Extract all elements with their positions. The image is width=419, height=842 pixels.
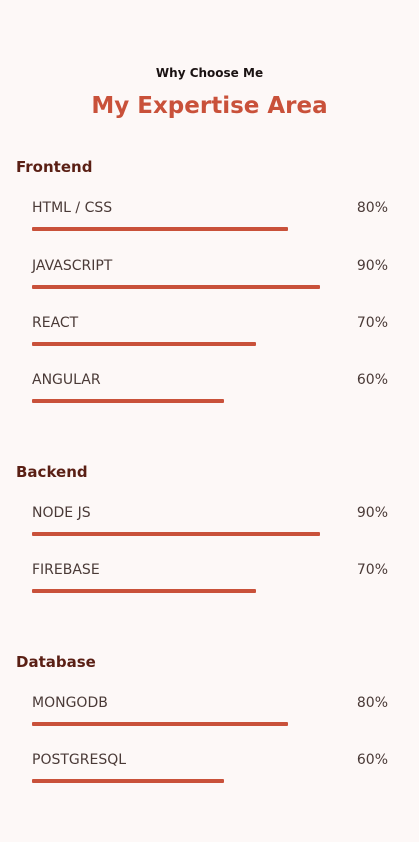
skill-progress-fill (32, 532, 320, 536)
skill-name: MONGODB (32, 695, 108, 711)
skill-name: POSTGRESQL (32, 752, 127, 768)
skill-group-title: Frontend (16, 158, 93, 176)
skill-progress-track (32, 285, 352, 289)
skill-name: JAVASCRIPT (32, 258, 113, 274)
skill-item-mongodb: MONGODB 80% (0, 695, 419, 735)
skill-group-title: Backend (16, 463, 88, 481)
skill-progress-fill (32, 227, 288, 231)
skill-name: FIREBASE (32, 562, 100, 578)
skill-progress-track (32, 779, 352, 783)
skill-item-angular: ANGULAR 60% (0, 372, 419, 412)
skill-item-postgresql: POSTGRESQL 60% (0, 752, 419, 792)
skill-name: REACT (32, 315, 79, 331)
skill-progress-fill (32, 399, 224, 403)
skill-item-javascript: JAVASCRIPT 90% (0, 258, 419, 298)
skill-item-react: REACT 70% (0, 315, 419, 355)
skill-progress-track (32, 532, 352, 536)
skill-name: NODE JS (32, 505, 91, 521)
skill-percent: 60% (356, 372, 388, 388)
skill-progress-fill (32, 589, 256, 593)
skill-percent: 90% (356, 505, 388, 521)
skill-percent: 70% (356, 315, 388, 331)
skill-percent: 80% (356, 695, 388, 711)
skill-item-html-css: HTML / CSS 80% (0, 200, 419, 240)
skill-name: ANGULAR (32, 372, 101, 388)
skill-percent: 90% (356, 258, 388, 274)
skill-progress-track (32, 342, 352, 346)
skill-progress-fill (32, 342, 256, 346)
skill-group-title: Database (16, 653, 96, 671)
skill-progress-fill (32, 779, 224, 783)
skill-percent: 80% (356, 200, 388, 216)
skill-progress-track (32, 227, 352, 231)
skill-item-firebase: FIREBASE 70% (0, 562, 419, 602)
skill-item-node-js: NODE JS 90% (0, 505, 419, 545)
skill-name: HTML / CSS (32, 200, 113, 216)
section-eyebrow: Why Choose Me (155, 66, 264, 80)
skill-progress-track (32, 399, 352, 403)
skill-percent: 60% (356, 752, 388, 768)
skill-percent: 70% (356, 562, 388, 578)
skill-progress-track (32, 722, 352, 726)
section-title: My Expertise Area (91, 93, 328, 119)
skill-progress-track (32, 589, 352, 593)
skill-progress-fill (32, 285, 320, 289)
skill-progress-fill (32, 722, 288, 726)
